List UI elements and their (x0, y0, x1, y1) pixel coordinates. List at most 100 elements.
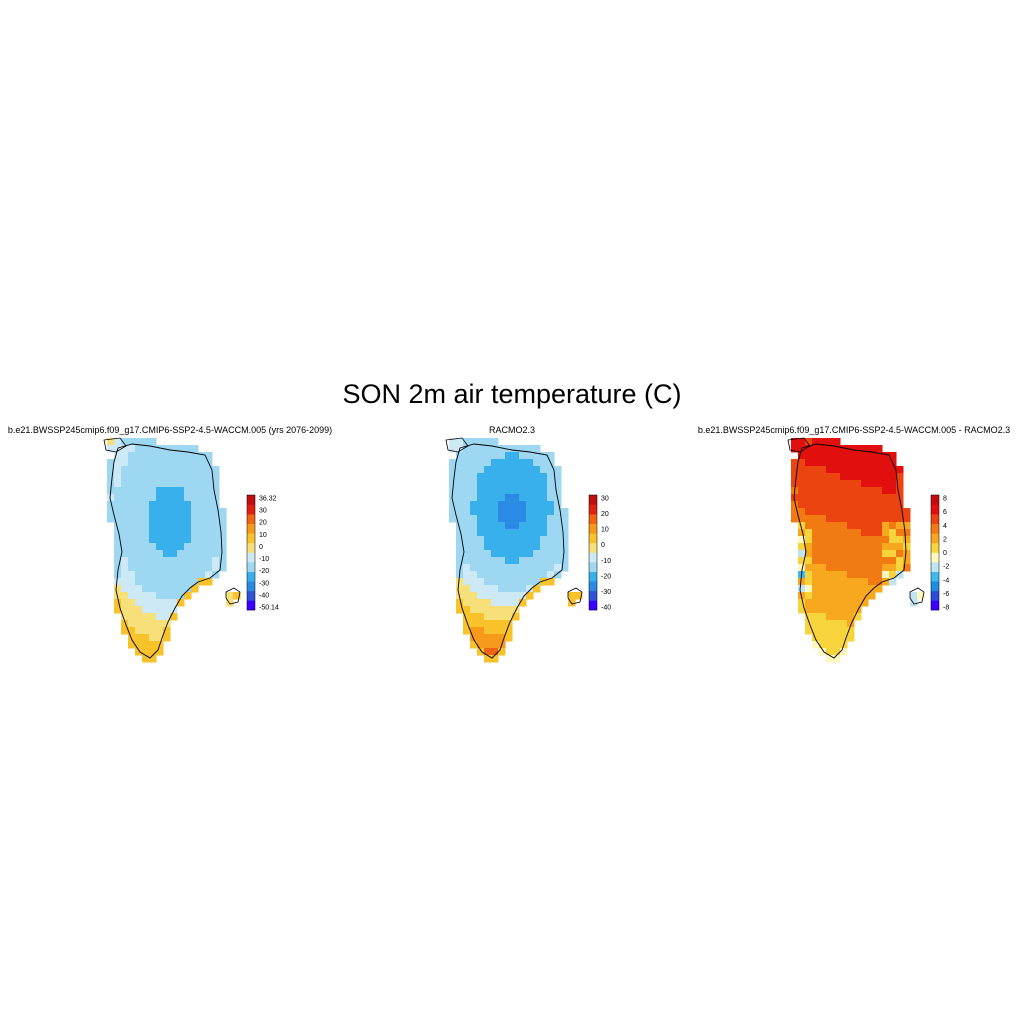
colorbar-swatch (589, 533, 597, 544)
grid-cell (882, 508, 890, 516)
grid-cell (449, 473, 457, 481)
grid-cell (847, 529, 855, 537)
grid-cell (205, 550, 213, 558)
grid-cell (491, 536, 499, 544)
grid-cell (519, 515, 527, 523)
grid-cell (847, 515, 855, 523)
grid-cell (840, 445, 848, 453)
grid-cell (198, 515, 206, 523)
grid-cell (505, 606, 513, 614)
grid-cell (868, 571, 876, 579)
grid-cell (491, 438, 499, 446)
grid-cell (477, 634, 485, 642)
grid-cell (505, 585, 513, 593)
grid-cell (156, 501, 164, 509)
grid-cell (477, 641, 485, 649)
grid-cell (107, 515, 115, 523)
grid-cell (917, 592, 925, 600)
grid-cell (547, 529, 555, 537)
grid-cell (121, 466, 129, 474)
grid-cell (533, 578, 541, 586)
grid-cell (149, 529, 157, 537)
grid-cell (219, 536, 227, 544)
grid-cell (875, 494, 883, 502)
grid-cell (142, 641, 150, 649)
grid-cell (477, 620, 485, 628)
grid-cell (547, 508, 555, 516)
grid-cell (505, 627, 513, 635)
grid-cell (882, 466, 890, 474)
grid-cell (861, 508, 869, 516)
grid-cell (470, 466, 478, 474)
grid-cell (861, 550, 869, 558)
grid-cell (463, 445, 471, 453)
grid-cell (177, 494, 185, 502)
grid-cell (798, 522, 806, 530)
grid-cell (142, 487, 150, 495)
grid-cell (805, 571, 813, 579)
grid-cell (484, 445, 492, 453)
grid-cell (512, 480, 520, 488)
grid-cell (540, 473, 548, 481)
grid-cell (114, 494, 122, 502)
grid-cell (861, 515, 869, 523)
grid-cell (519, 557, 527, 565)
grid-cell (861, 522, 869, 530)
grid-cell (128, 494, 136, 502)
grid-cell (135, 522, 143, 530)
grid-cell (156, 515, 164, 523)
grid-cell (561, 543, 569, 551)
grid-cell (840, 627, 848, 635)
grid-cell (491, 543, 499, 551)
grid-cell (512, 508, 520, 516)
grid-cell (819, 438, 827, 446)
grid-cell (533, 571, 541, 579)
grid-cell (128, 473, 136, 481)
grid-cell (470, 494, 478, 502)
grid-cell (470, 438, 478, 446)
grid-cell (142, 648, 150, 656)
grid-cell (177, 536, 185, 544)
grid-cell (561, 557, 569, 565)
grid-cell (463, 627, 471, 635)
grid-cell (449, 438, 457, 446)
colorbar-swatch (589, 581, 597, 592)
grid-cell (156, 578, 164, 586)
grid-cell (470, 613, 478, 621)
grid-cell (121, 480, 129, 488)
grid-cell (568, 599, 576, 607)
colorbar-swatch (931, 590, 939, 601)
grid-cell (142, 529, 150, 537)
grid-cell (526, 557, 534, 565)
grid-cell (533, 564, 541, 572)
grid-cell (819, 578, 827, 586)
grid-cell (484, 648, 492, 656)
colorbar-label: 10 (259, 532, 267, 539)
grid-cell (142, 627, 150, 635)
grid-cell (840, 473, 848, 481)
grid-cell (498, 536, 506, 544)
grid-cell (798, 592, 806, 600)
grid-cell (128, 578, 136, 586)
grid-cell (170, 445, 178, 453)
grid-cell (114, 459, 122, 467)
grid-cell (156, 494, 164, 502)
grid-cell (114, 508, 122, 516)
grid-cell (498, 564, 506, 572)
grid-cell (128, 452, 136, 460)
colorbar-swatch (589, 504, 597, 515)
grid-cell (533, 543, 541, 551)
grid-cell (854, 543, 862, 551)
grid-cell (540, 459, 548, 467)
grid-cell (135, 627, 143, 635)
grid-cell (177, 480, 185, 488)
grid-cell (484, 613, 492, 621)
grid-cell (491, 564, 499, 572)
colorbar-swatch (589, 542, 597, 553)
grid-cell (798, 508, 806, 516)
grid-cell (875, 459, 883, 467)
greenland-map-model: 36.32 30 20 10 0 -10 -20 -30 -40 -50.14 (103, 437, 279, 663)
grid-cell (526, 480, 534, 488)
grid-cell (128, 620, 136, 628)
grid-cell (484, 592, 492, 600)
